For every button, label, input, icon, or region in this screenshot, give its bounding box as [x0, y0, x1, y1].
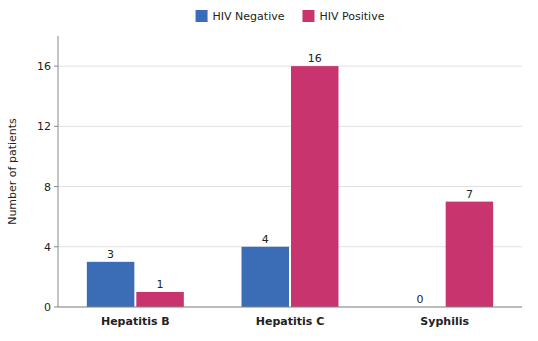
- data-label: 3: [107, 248, 114, 261]
- y-tick-label: 4: [44, 241, 51, 254]
- x-tick-label: Hepatitis C: [256, 315, 324, 328]
- y-axis-label: Number of patients: [6, 118, 19, 225]
- data-labels: 3 4 0 1 16 7: [107, 52, 473, 306]
- data-label: 1: [157, 278, 164, 291]
- grid-line: [58, 66, 522, 67]
- axes: 0 4 8 12 16 Hepatitis B Hepatitis C Syphilis: [37, 36, 522, 328]
- y-tick: [54, 126, 58, 127]
- grid-line: [58, 186, 522, 187]
- grid-line: [58, 126, 522, 127]
- y-tick-label: 12: [37, 120, 51, 133]
- y-axis-line: [58, 36, 59, 307]
- bars: [87, 66, 493, 307]
- bar: [87, 262, 134, 307]
- bar: [136, 292, 183, 307]
- legend-swatch: [196, 10, 208, 22]
- bar: [242, 247, 289, 307]
- data-label: 16: [308, 52, 322, 65]
- data-label: 0: [416, 293, 423, 306]
- grid-line: [58, 307, 522, 308]
- bar: [291, 66, 338, 307]
- legend-label: HIV Negative: [213, 10, 285, 23]
- y-tick: [54, 246, 58, 247]
- legend-item: HIV Positive: [302, 10, 384, 23]
- legend: HIV Negative HIV Positive: [196, 10, 385, 23]
- y-tick-label: 16: [37, 60, 51, 73]
- data-label: 4: [262, 233, 269, 246]
- chart-svg: 3 4 0 1 16 7 0 4 8 12 16 Hepatitis B Hepatitis C Syph…: [0, 0, 538, 341]
- data-label: 7: [466, 188, 473, 201]
- y-tick: [54, 307, 58, 308]
- chart-container: 3 4 0 1 16 7 0 4 8 12 16 Hepatitis B Hepatitis C Syph…: [0, 0, 538, 341]
- grid: [58, 66, 522, 307]
- x-axis-line: [58, 307, 522, 308]
- legend-swatch: [302, 10, 314, 22]
- x-tick-label: Syphilis: [420, 315, 469, 328]
- x-tick-label: Hepatitis B: [101, 315, 170, 328]
- y-tick: [54, 66, 58, 67]
- y-tick: [54, 186, 58, 187]
- bar: [446, 202, 493, 307]
- y-tick-label: 8: [44, 181, 51, 194]
- y-tick-label: 0: [44, 301, 51, 314]
- legend-item: HIV Negative: [196, 10, 285, 23]
- legend-label: HIV Positive: [319, 10, 384, 23]
